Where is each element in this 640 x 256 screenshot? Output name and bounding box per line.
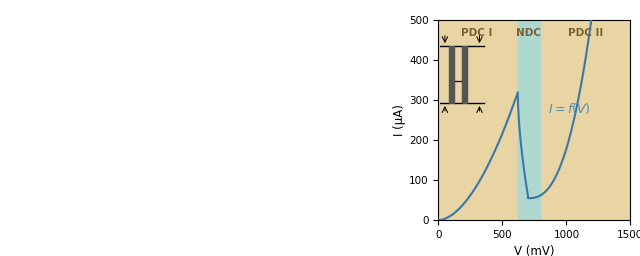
Text: PDC I: PDC I [461, 28, 493, 38]
Y-axis label: I (μA): I (μA) [393, 104, 406, 136]
Text: $I = f(V)$: $I = f(V)$ [548, 101, 590, 116]
Text: NDC: NDC [516, 28, 541, 38]
X-axis label: V (mV): V (mV) [514, 246, 555, 256]
Text: PDC II: PDC II [568, 28, 604, 38]
Bar [518, 20, 540, 220]
